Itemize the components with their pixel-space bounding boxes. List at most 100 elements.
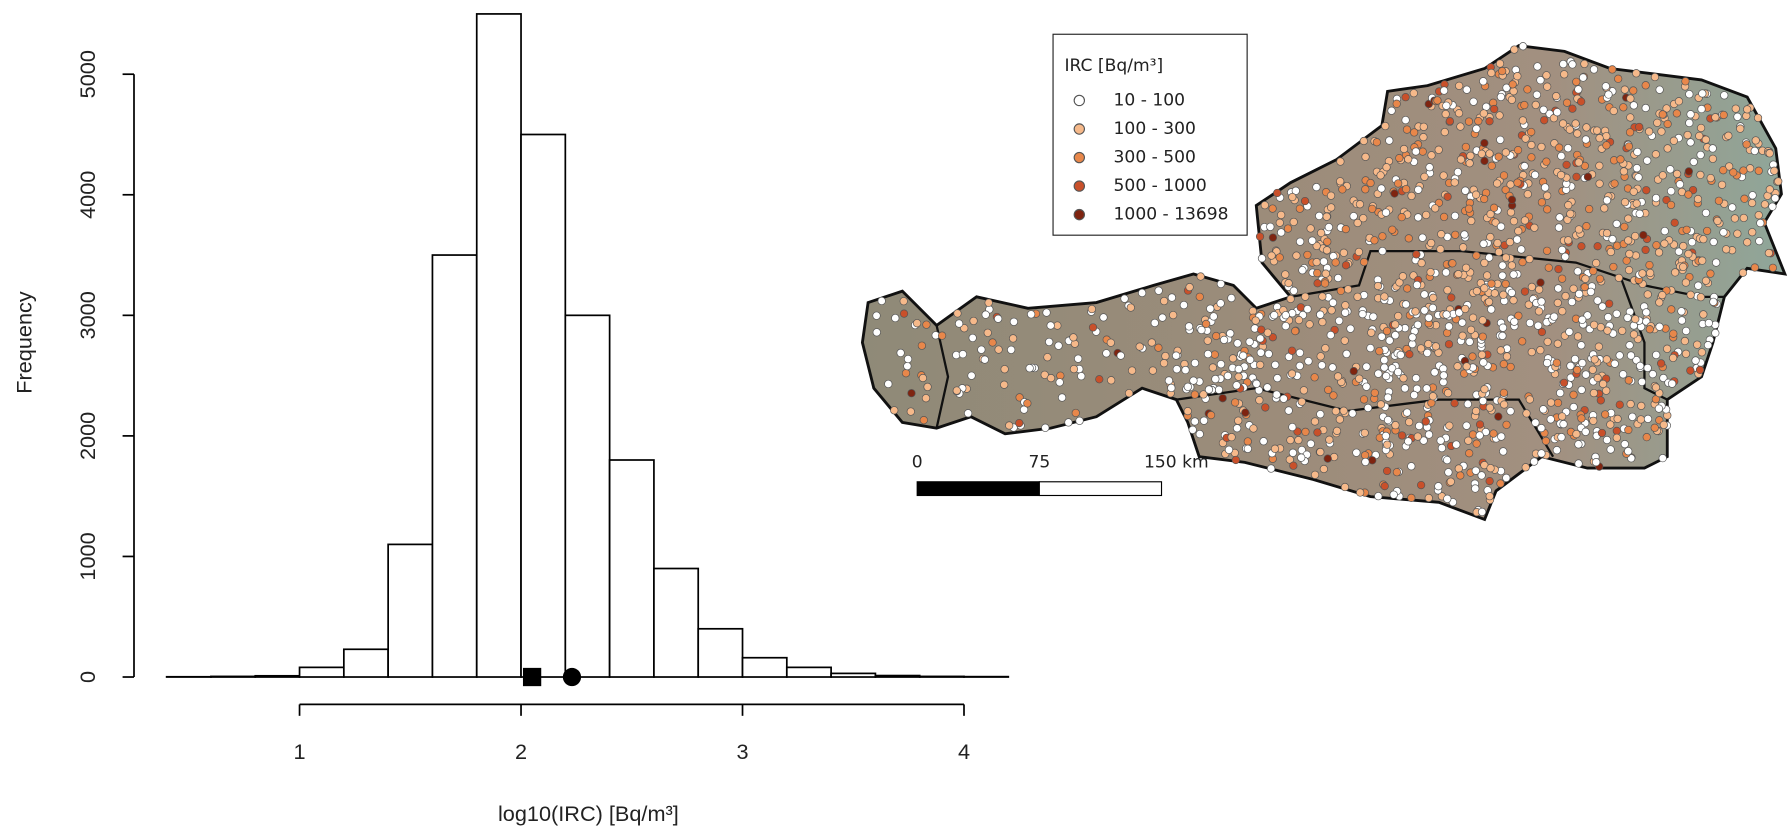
- map-dot: [1317, 410, 1325, 418]
- map-dot: [1681, 337, 1689, 345]
- map-dot: [1693, 341, 1701, 349]
- map-dot: [1603, 142, 1611, 150]
- map-dot: [1190, 377, 1198, 385]
- map-dot: [1314, 279, 1322, 287]
- map-dot: [1639, 270, 1647, 278]
- map-dot: [1577, 98, 1585, 106]
- map-dot: [1383, 163, 1391, 171]
- map-dot: [1307, 440, 1315, 448]
- map-dot: [1302, 428, 1310, 436]
- map-dot: [1499, 262, 1507, 270]
- legend-swatch: [1074, 181, 1084, 191]
- map-dot: [1615, 274, 1623, 282]
- legend-swatch: [1074, 152, 1084, 162]
- map-dot: [1558, 275, 1566, 283]
- map-dot: [1579, 359, 1587, 367]
- map-dot: [1392, 331, 1400, 339]
- map-dot: [1652, 351, 1660, 359]
- map-dot: [1635, 123, 1643, 131]
- map-dot: [1322, 344, 1330, 352]
- map-dot: [1196, 293, 1204, 301]
- map-dot: [1479, 317, 1487, 325]
- map-dot: [1481, 385, 1489, 393]
- map-dot: [1165, 377, 1173, 385]
- map-dot: [1522, 464, 1530, 472]
- map-dot: [1503, 353, 1511, 361]
- map-dot: [1578, 316, 1586, 324]
- map-dot: [1537, 279, 1545, 287]
- map-dot: [1226, 330, 1234, 338]
- map-dot: [1688, 238, 1696, 246]
- map-dot: [1293, 252, 1301, 260]
- map-dot: [1371, 237, 1379, 245]
- map-dot: [1233, 382, 1241, 390]
- map-dot: [1595, 343, 1603, 351]
- map-dot: [1685, 191, 1693, 199]
- map-dot: [1350, 367, 1358, 375]
- map-dot: [1384, 394, 1392, 402]
- map-dot: [1720, 92, 1728, 100]
- map-dot: [1511, 46, 1519, 54]
- map-dot: [1604, 327, 1612, 335]
- map-dot: [1377, 172, 1385, 180]
- map-dot: [1457, 472, 1465, 480]
- map-dot: [1333, 427, 1341, 435]
- map-dot: [873, 312, 881, 320]
- map-dot: [1561, 253, 1569, 261]
- map-dot: [1471, 485, 1479, 493]
- map-dot: [1633, 200, 1641, 208]
- map-dot: [1590, 417, 1598, 425]
- map-dot: [1663, 345, 1671, 353]
- bar: [255, 676, 299, 677]
- map-dot: [1526, 396, 1534, 404]
- map-dot: [1459, 244, 1467, 252]
- map-dot: [1332, 259, 1340, 267]
- map-dot: [1558, 433, 1566, 441]
- map-dot: [1394, 368, 1402, 376]
- map-dot: [1560, 71, 1568, 79]
- map-dot: [1554, 340, 1562, 348]
- map-dot: [1670, 330, 1678, 338]
- map-dot: [1582, 371, 1590, 379]
- map-dot: [1469, 353, 1477, 361]
- map-dot: [955, 320, 963, 328]
- map-dot: [1381, 293, 1389, 301]
- map-dot: [1451, 399, 1459, 407]
- map-dot: [1359, 214, 1367, 222]
- map-dot: [1378, 333, 1386, 341]
- map-dot: [1412, 148, 1420, 156]
- map-dot: [1682, 279, 1690, 287]
- map-dot: [1381, 482, 1389, 490]
- map-dot: [1560, 420, 1568, 428]
- map-dot: [1656, 86, 1664, 94]
- map-dot: [1301, 197, 1309, 205]
- map-dot: [1627, 352, 1635, 360]
- map-dot: [1642, 246, 1650, 254]
- map-dot: [1554, 299, 1562, 307]
- map-dot: [1386, 137, 1394, 145]
- map-dot: [1538, 424, 1546, 432]
- map-dot: [1423, 385, 1431, 393]
- map-dot: [1621, 223, 1629, 231]
- map-dot: [1766, 186, 1774, 194]
- map-dot: [1729, 169, 1737, 177]
- map-dot: [1442, 110, 1450, 118]
- map-dot: [1748, 199, 1756, 207]
- map-dot: [1186, 283, 1194, 291]
- map-dot: [1058, 394, 1066, 402]
- map-dot: [1697, 171, 1705, 179]
- map-dot: [1282, 311, 1290, 319]
- map-dot: [1277, 211, 1285, 219]
- map-dot: [1313, 183, 1321, 191]
- map-dot: [1655, 405, 1663, 413]
- map-dot: [1235, 373, 1243, 381]
- map-dot: [1304, 305, 1312, 313]
- map-dot: [1664, 120, 1672, 128]
- map-dot: [1629, 87, 1637, 95]
- map-dot: [1298, 398, 1306, 406]
- map-dot: [1642, 104, 1650, 112]
- map-dot: [1184, 407, 1192, 415]
- x-tick-label: 1: [294, 739, 306, 764]
- map-dot: [1342, 302, 1350, 310]
- map-dot: [1495, 413, 1503, 421]
